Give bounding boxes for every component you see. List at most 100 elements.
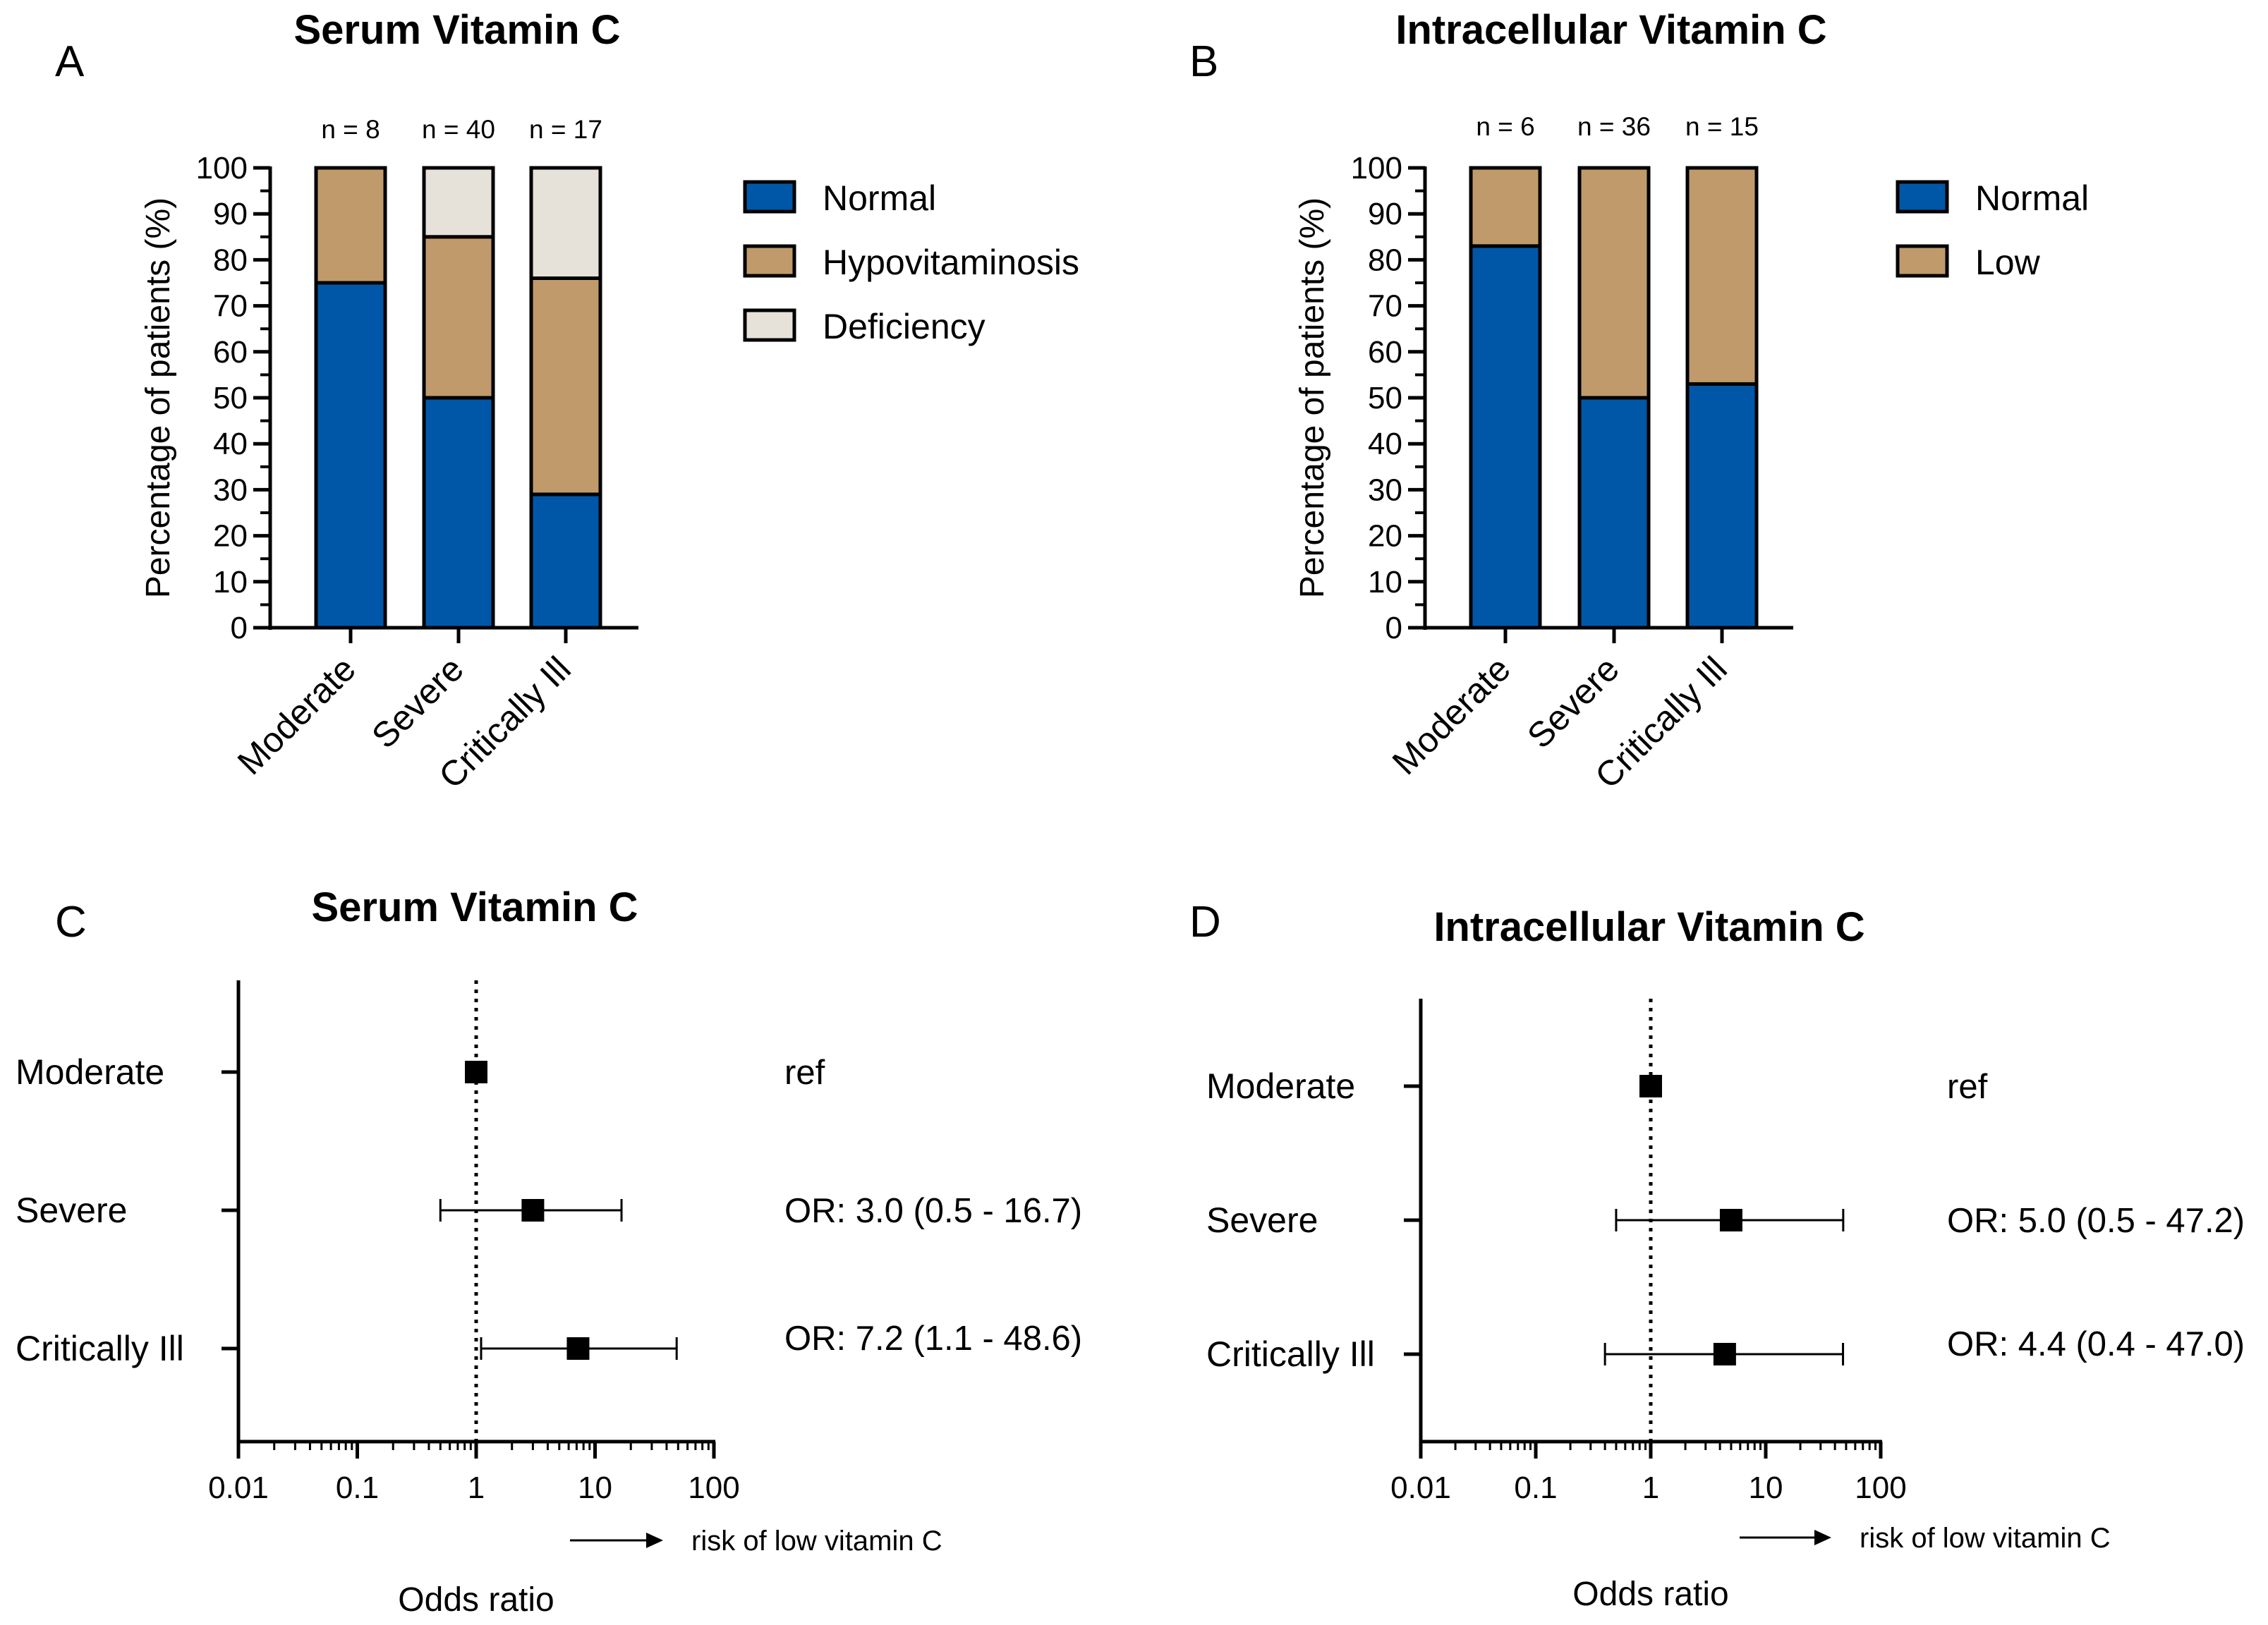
- y-tick-label: 100: [196, 151, 248, 185]
- x-tick-label: 1: [1642, 1471, 1659, 1505]
- panel-letter: A: [55, 37, 85, 86]
- y-tick-label: 10: [213, 565, 248, 600]
- or-point-moderate: [1639, 1075, 1662, 1097]
- y-tick-label: 90: [213, 197, 248, 231]
- panel-c: C Serum Vitamin C 0.01 0.1 1 10 100 Moderate ref…: [16, 884, 1082, 1619]
- bar-critically-ill-low: [1685, 166, 1759, 386]
- legend-swatch-normal: [743, 180, 796, 214]
- x-tick-label: 0.1: [336, 1471, 379, 1505]
- bar-critically-ill-hypovitaminosis: [529, 276, 602, 497]
- bar-critically-ill-normal: [1685, 382, 1759, 630]
- x-axis-label: Odds ratio: [1572, 1576, 1728, 1613]
- y-tick-label: 60: [213, 335, 248, 370]
- panel-letter: B: [1189, 37, 1218, 86]
- x-tick-label: 1: [468, 1471, 485, 1505]
- legend-label-normal: Normal: [1975, 178, 2089, 218]
- y-tick-label: 90: [1368, 197, 1402, 231]
- panel-b: B Intracellular Vitamin C 0 10 20 30 40 50 60 70 8…: [1189, 7, 2089, 796]
- or-label-critically-ill: OR: 4.4 (0.4 - 47.0): [1947, 1325, 2245, 1363]
- y-axis-label: Percentage of patients (%): [140, 197, 177, 598]
- row-label-severe: Severe: [16, 1191, 127, 1230]
- x-category-label: Moderate: [230, 649, 363, 782]
- legend-swatch-hypovitaminosis: [743, 244, 796, 278]
- or-point-severe: [521, 1199, 545, 1222]
- bar-severe-low: [1577, 166, 1651, 400]
- x-axis-label: Odds ratio: [398, 1581, 554, 1619]
- or-label-severe: OR: 5.0 (0.5 - 47.2): [1947, 1202, 2245, 1240]
- y-tick-label: 80: [1368, 243, 1402, 277]
- legend-label-normal: Normal: [823, 178, 936, 218]
- y-tick-label: 50: [213, 381, 248, 415]
- n-count-label: n = 15: [1685, 112, 1759, 141]
- y-tick-label: 20: [1368, 519, 1402, 554]
- x-tick-label: 10: [1749, 1471, 1783, 1505]
- x-tick-label: 100: [1855, 1471, 1906, 1505]
- y-tick-label: 40: [213, 427, 248, 461]
- legend-label-low: Low: [1975, 243, 2041, 282]
- y-tick-label: 80: [213, 243, 248, 277]
- bar-critically-ill-normal: [529, 492, 602, 630]
- arrow-label: risk of low vitamin C: [691, 1526, 942, 1557]
- panel-a: A Serum Vitamin C 0 10 20 30 40 50 60 70 80 90 100 Pe…: [55, 7, 1079, 796]
- bar-moderate-low: [1469, 166, 1542, 248]
- x-tick-label: 100: [688, 1471, 739, 1505]
- x-tick-label: 10: [578, 1471, 612, 1505]
- y-tick-label: 70: [213, 289, 248, 324]
- arrow-label: risk of low vitamin C: [1860, 1523, 2111, 1554]
- legend-swatch-normal: [1896, 180, 1949, 214]
- y-tick-label: 0: [231, 611, 248, 645]
- panel-d: D Intracellular Vitamin C 0.01 0.1 1 10 100 Mod…: [1189, 898, 2245, 1613]
- y-tick-label: 40: [1368, 427, 1402, 461]
- bar-moderate-normal: [314, 281, 387, 630]
- row-label-moderate: Moderate: [1206, 1066, 1355, 1106]
- y-tick-label: 10: [1368, 565, 1402, 600]
- bar-moderate-hypovitaminosis: [314, 166, 387, 285]
- x-category-label: Severe: [364, 649, 471, 756]
- y-tick-label: 30: [213, 473, 248, 507]
- legend-label-hypovitaminosis: Hypovitaminosis: [823, 243, 1079, 282]
- chart-title: Serum Vitamin C: [311, 884, 638, 930]
- or-label-moderate: ref: [784, 1054, 825, 1092]
- y-axis-label: Percentage of patients (%): [1294, 197, 1331, 598]
- y-tick-label: 30: [1368, 473, 1402, 507]
- bar-severe-normal: [422, 396, 495, 630]
- or-point-critically-ill: [1713, 1343, 1736, 1365]
- chart-title: Intracellular Vitamin C: [1395, 7, 1826, 53]
- bar-severe-deficiency: [422, 166, 495, 239]
- bar-severe-normal: [1577, 396, 1651, 630]
- or-label-moderate: ref: [1947, 1068, 1988, 1106]
- arrow-head: [646, 1533, 663, 1548]
- legend-label-deficiency: Deficiency: [823, 307, 986, 346]
- y-tick-label: 0: [1385, 611, 1402, 645]
- bar-moderate-normal: [1469, 244, 1542, 630]
- x-tick-label: 0.01: [208, 1471, 269, 1505]
- y-tick-label: 100: [1351, 151, 1402, 185]
- bar-severe-hypovitaminosis: [422, 235, 495, 400]
- x-tick-label: 0.01: [1390, 1471, 1451, 1505]
- chart-title: Intracellular Vitamin C: [1433, 904, 1864, 950]
- or-label-critically-ill: OR: 7.2 (1.1 - 48.6): [784, 1320, 1082, 1358]
- row-label-critically-ill: Critically Ill: [16, 1329, 184, 1368]
- or-point-severe: [1719, 1209, 1742, 1231]
- n-count-label: n = 36: [1577, 112, 1651, 141]
- row-label-moderate: Moderate: [16, 1052, 164, 1092]
- y-tick-label: 70: [1368, 289, 1402, 324]
- row-label-severe: Severe: [1206, 1200, 1318, 1240]
- legend-swatch-deficiency: [743, 308, 796, 342]
- chart-title: Serum Vitamin C: [293, 7, 620, 53]
- y-tick-label: 50: [1368, 381, 1402, 415]
- x-tick-label: 0.1: [1514, 1471, 1557, 1505]
- legend-swatch-low: [1896, 244, 1949, 278]
- arrow-head: [1814, 1530, 1831, 1545]
- or-point-critically-ill: [566, 1337, 590, 1360]
- bar-critically-ill-deficiency: [529, 166, 602, 280]
- y-tick-label: 60: [1368, 335, 1402, 370]
- n-count-label: n = 17: [529, 115, 602, 144]
- panel-letter: D: [1189, 898, 1221, 947]
- or-label-severe: OR: 3.0 (0.5 - 16.7): [784, 1192, 1082, 1230]
- row-label-critically-ill: Critically Ill: [1206, 1334, 1375, 1374]
- n-count-label: n = 8: [321, 115, 380, 144]
- n-count-label: n = 40: [422, 115, 495, 144]
- or-point-moderate: [465, 1061, 487, 1083]
